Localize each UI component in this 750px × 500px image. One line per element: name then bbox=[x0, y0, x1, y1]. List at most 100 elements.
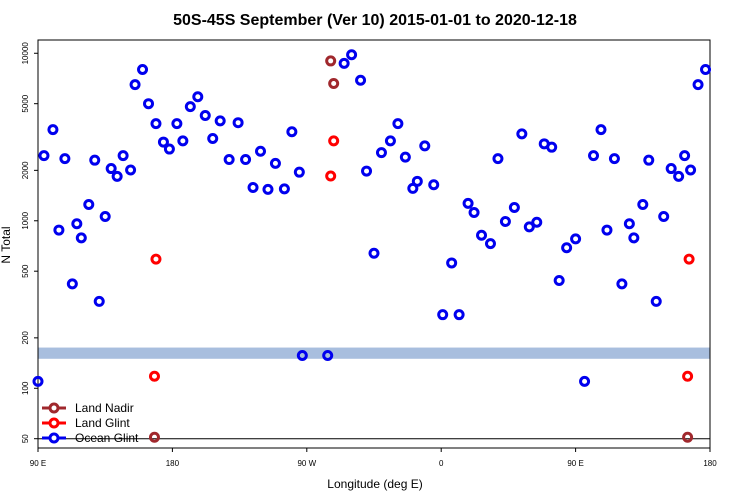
ocean-glint-point bbox=[650, 295, 662, 307]
ocean-glint-point bbox=[214, 115, 226, 127]
land-glint-point bbox=[325, 170, 337, 182]
ocean-glint-point bbox=[105, 163, 117, 175]
ocean-glint-point bbox=[685, 164, 697, 176]
y-tick-label: 50 bbox=[21, 434, 30, 443]
x-axis-label: Longitude (deg E) bbox=[327, 477, 422, 491]
ocean-glint-point bbox=[93, 295, 105, 307]
ocean-glint-point bbox=[117, 150, 129, 162]
ocean-glint-point bbox=[419, 140, 431, 152]
x-tick-label: 90 E bbox=[567, 459, 583, 468]
ocean-glint-point bbox=[286, 126, 298, 138]
land-glint-point bbox=[328, 135, 340, 147]
y-tick-label: 10000 bbox=[21, 42, 30, 65]
ocean-glint-point bbox=[570, 233, 582, 245]
ocean-glint-point bbox=[700, 63, 712, 75]
ocean-glint-point bbox=[192, 91, 204, 103]
ocean-glint-point bbox=[361, 165, 373, 177]
ocean-glint-point bbox=[83, 199, 95, 211]
y-tick-label: 5000 bbox=[21, 94, 30, 112]
ocean-glint-point bbox=[628, 232, 640, 244]
ocean-glint-point bbox=[66, 278, 78, 290]
legend-label-land-nadir: Land Nadir bbox=[75, 401, 134, 415]
ocean-glint-point bbox=[499, 216, 511, 228]
ocean-glint-point bbox=[476, 229, 488, 241]
ocean-glint-point bbox=[137, 63, 149, 75]
ocean-glint-point bbox=[355, 74, 367, 86]
land-nadir-point bbox=[328, 77, 340, 89]
ocean-glint-point bbox=[623, 218, 635, 230]
ocean-glint-point bbox=[163, 143, 175, 155]
ocean-glint-point bbox=[157, 136, 169, 148]
ocean-glint-point bbox=[679, 150, 691, 162]
y-tick-label: 500 bbox=[21, 264, 30, 278]
ocean-glint-point bbox=[643, 154, 655, 166]
ocean-glint-point bbox=[47, 124, 59, 136]
chart-title: 50S-45S September (Ver 10) 2015-01-01 to… bbox=[173, 12, 577, 29]
ocean-glint-point bbox=[184, 101, 196, 113]
ocean-glint-point bbox=[278, 183, 290, 195]
ocean-glint-point bbox=[269, 157, 281, 169]
ocean-glint-point bbox=[531, 216, 543, 228]
y-tick-label: 200 bbox=[21, 331, 30, 345]
plot-frame bbox=[37, 39, 711, 449]
legend-label-land-glint: Land Glint bbox=[75, 416, 130, 430]
ocean-glint-point bbox=[384, 135, 396, 147]
ocean-glint-point bbox=[111, 170, 123, 182]
land-glint-point bbox=[150, 253, 162, 265]
y-tick-label: 1000 bbox=[21, 211, 30, 229]
ocean-glint-point bbox=[375, 147, 387, 159]
ocean-glint-point bbox=[462, 197, 474, 209]
ocean-glint-point bbox=[177, 135, 189, 147]
ocean-glint-point bbox=[338, 57, 350, 69]
ocean-glint-point bbox=[553, 274, 565, 286]
legend-marker-land-nadir bbox=[48, 402, 60, 414]
land-glint-point bbox=[148, 370, 160, 382]
x-tick-label: 180 bbox=[166, 459, 180, 468]
ocean-glint-point bbox=[262, 183, 274, 195]
land-glint-point bbox=[683, 253, 695, 265]
ocean-glint-point bbox=[223, 154, 235, 166]
ocean-glint-point bbox=[346, 49, 358, 61]
land-nadir-point bbox=[325, 55, 337, 67]
ocean-glint-point bbox=[53, 224, 65, 236]
y-axis-label: N Total bbox=[0, 226, 13, 263]
land-nadir-point bbox=[148, 431, 160, 443]
ocean-glint-point bbox=[492, 153, 504, 165]
ocean-glint-point bbox=[595, 124, 607, 136]
ocean-glint-point bbox=[616, 278, 628, 290]
ocean-glint-point bbox=[608, 153, 620, 165]
x-tick-label: 0 bbox=[439, 459, 444, 468]
ocean-glint-point bbox=[322, 349, 334, 361]
ocean-glint-point bbox=[38, 150, 50, 162]
ocean-glint-point bbox=[296, 349, 308, 361]
ocean-glint-point bbox=[516, 128, 528, 140]
x-tick-label: 90 E bbox=[30, 459, 46, 468]
ocean-glint-point bbox=[637, 199, 649, 211]
ocean-glint-point bbox=[453, 309, 465, 321]
ocean-glint-point bbox=[255, 145, 267, 157]
legend-label-ocean-glint: Ocean Glint bbox=[75, 431, 139, 445]
ocean-glint-point bbox=[579, 375, 591, 387]
ocean-glint-point bbox=[75, 232, 87, 244]
ocean-glint-point bbox=[150, 118, 162, 130]
ocean-glint-point bbox=[247, 181, 259, 193]
ocean-glint-point bbox=[468, 207, 480, 219]
ocean-glint-point bbox=[89, 154, 101, 166]
ocean-glint-point bbox=[437, 309, 449, 321]
x-tick-label: 180 bbox=[703, 459, 717, 468]
land-glint-point bbox=[682, 370, 694, 382]
ocean-glint-point bbox=[125, 164, 137, 176]
ocean-glint-point bbox=[523, 221, 535, 233]
ocean-glint-point bbox=[399, 151, 411, 163]
ocean-glint-point bbox=[658, 211, 670, 223]
y-tick-label: 2000 bbox=[21, 161, 30, 179]
ocean-glint-point bbox=[240, 154, 252, 166]
ocean-glint-point bbox=[59, 153, 71, 165]
land-nadir-point bbox=[682, 431, 694, 443]
ocean-glint-point bbox=[32, 375, 44, 387]
ocean-glint-point bbox=[293, 166, 305, 178]
ocean-glint-point bbox=[411, 175, 423, 187]
y-tick-label: 100 bbox=[21, 381, 30, 395]
ocean-glint-point bbox=[392, 118, 404, 130]
